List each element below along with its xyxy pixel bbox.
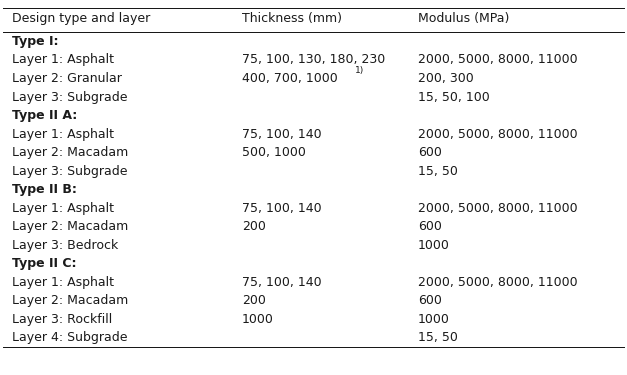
Text: 1000: 1000: [418, 238, 450, 252]
Text: 200, 300: 200, 300: [418, 72, 474, 85]
Text: 1000: 1000: [242, 312, 274, 326]
Text: Layer 3: Bedrock: Layer 3: Bedrock: [12, 238, 119, 252]
Text: 15, 50: 15, 50: [418, 165, 458, 177]
Text: 1000: 1000: [418, 312, 450, 326]
Text: Layer 1: Asphalt: Layer 1: Asphalt: [12, 201, 114, 214]
Text: Layer 3: Subgrade: Layer 3: Subgrade: [12, 165, 127, 177]
Text: 15, 50, 100: 15, 50, 100: [418, 90, 490, 104]
Text: Thickness (mm): Thickness (mm): [242, 12, 342, 25]
Text: Layer 1: Asphalt: Layer 1: Asphalt: [12, 276, 114, 288]
Text: Modulus (MPa): Modulus (MPa): [418, 12, 509, 25]
Text: 600: 600: [418, 220, 442, 233]
Text: 75, 100, 140: 75, 100, 140: [242, 276, 322, 288]
Text: 600: 600: [418, 146, 442, 159]
Text: Layer 2: Granular: Layer 2: Granular: [12, 72, 122, 85]
Text: 2000, 5000, 8000, 11000: 2000, 5000, 8000, 11000: [418, 276, 577, 288]
Text: 15, 50: 15, 50: [418, 331, 458, 344]
Text: Layer 2: Macadam: Layer 2: Macadam: [12, 220, 129, 233]
Text: 75, 100, 130, 180, 230: 75, 100, 130, 180, 230: [242, 54, 385, 66]
Text: 200: 200: [242, 294, 266, 307]
Text: Layer 1: Asphalt: Layer 1: Asphalt: [12, 128, 114, 141]
Text: Type II C:: Type II C:: [12, 257, 76, 270]
Text: 200: 200: [242, 220, 266, 233]
Text: 75, 100, 140: 75, 100, 140: [242, 128, 322, 141]
Text: Layer 1: Asphalt: Layer 1: Asphalt: [12, 54, 114, 66]
Text: 1): 1): [355, 66, 364, 75]
Text: Type II B:: Type II B:: [12, 183, 77, 196]
Text: Design type and layer: Design type and layer: [12, 12, 150, 25]
Text: Layer 3: Rockfill: Layer 3: Rockfill: [12, 312, 112, 326]
Text: Type I:: Type I:: [12, 35, 58, 48]
Text: Type II A:: Type II A:: [12, 109, 77, 122]
Text: 400, 700, 1000: 400, 700, 1000: [242, 72, 338, 85]
Text: 2000, 5000, 8000, 11000: 2000, 5000, 8000, 11000: [418, 201, 577, 214]
Text: 600: 600: [418, 294, 442, 307]
Text: Layer 2: Macadam: Layer 2: Macadam: [12, 146, 129, 159]
Text: 75, 100, 140: 75, 100, 140: [242, 201, 322, 214]
Text: 500, 1000: 500, 1000: [242, 146, 306, 159]
Text: Layer 3: Subgrade: Layer 3: Subgrade: [12, 90, 127, 104]
Text: Layer 4: Subgrade: Layer 4: Subgrade: [12, 331, 127, 344]
Text: 2000, 5000, 8000, 11000: 2000, 5000, 8000, 11000: [418, 54, 577, 66]
Text: 2000, 5000, 8000, 11000: 2000, 5000, 8000, 11000: [418, 128, 577, 141]
Text: Layer 2: Macadam: Layer 2: Macadam: [12, 294, 129, 307]
